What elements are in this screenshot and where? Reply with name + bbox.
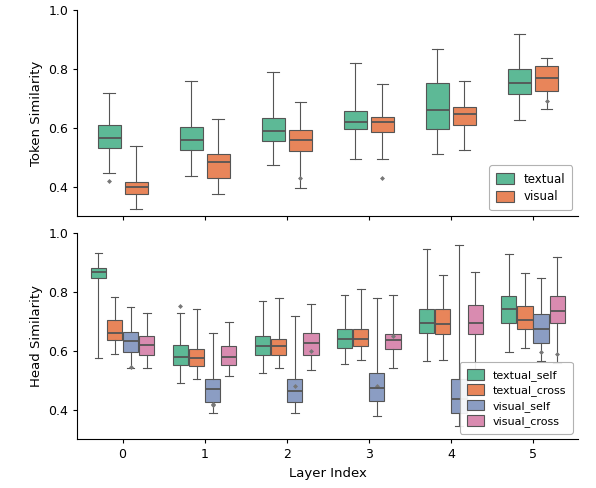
PathPatch shape	[426, 83, 449, 129]
PathPatch shape	[289, 130, 312, 151]
PathPatch shape	[435, 309, 451, 334]
PathPatch shape	[221, 346, 237, 366]
PathPatch shape	[371, 117, 394, 132]
PathPatch shape	[207, 154, 229, 178]
PathPatch shape	[517, 306, 533, 328]
Legend: textual, visual: textual, visual	[489, 165, 572, 210]
PathPatch shape	[98, 125, 120, 148]
PathPatch shape	[107, 320, 122, 341]
PathPatch shape	[271, 339, 286, 355]
PathPatch shape	[419, 309, 434, 333]
PathPatch shape	[205, 379, 221, 402]
PathPatch shape	[179, 127, 203, 150]
PathPatch shape	[451, 379, 467, 413]
X-axis label: Layer Index: Layer Index	[289, 467, 367, 480]
PathPatch shape	[453, 106, 476, 125]
PathPatch shape	[337, 328, 352, 348]
PathPatch shape	[344, 111, 367, 129]
PathPatch shape	[262, 118, 285, 141]
PathPatch shape	[386, 334, 401, 349]
PathPatch shape	[370, 373, 384, 401]
PathPatch shape	[287, 379, 302, 402]
PathPatch shape	[139, 336, 154, 355]
Y-axis label: Token Similarity: Token Similarity	[30, 61, 43, 165]
PathPatch shape	[353, 328, 368, 346]
PathPatch shape	[173, 346, 188, 366]
PathPatch shape	[189, 349, 204, 366]
PathPatch shape	[533, 314, 548, 344]
PathPatch shape	[550, 296, 565, 323]
PathPatch shape	[508, 69, 531, 94]
PathPatch shape	[91, 267, 106, 279]
PathPatch shape	[255, 336, 270, 355]
PathPatch shape	[535, 66, 558, 91]
PathPatch shape	[501, 296, 516, 323]
PathPatch shape	[125, 183, 148, 194]
PathPatch shape	[467, 305, 483, 334]
PathPatch shape	[123, 331, 138, 352]
PathPatch shape	[303, 333, 319, 355]
Y-axis label: Head Similarity: Head Similarity	[30, 285, 43, 387]
Legend: textual_self, textual_cross, visual_self, visual_cross: textual_self, textual_cross, visual_self…	[460, 362, 573, 434]
